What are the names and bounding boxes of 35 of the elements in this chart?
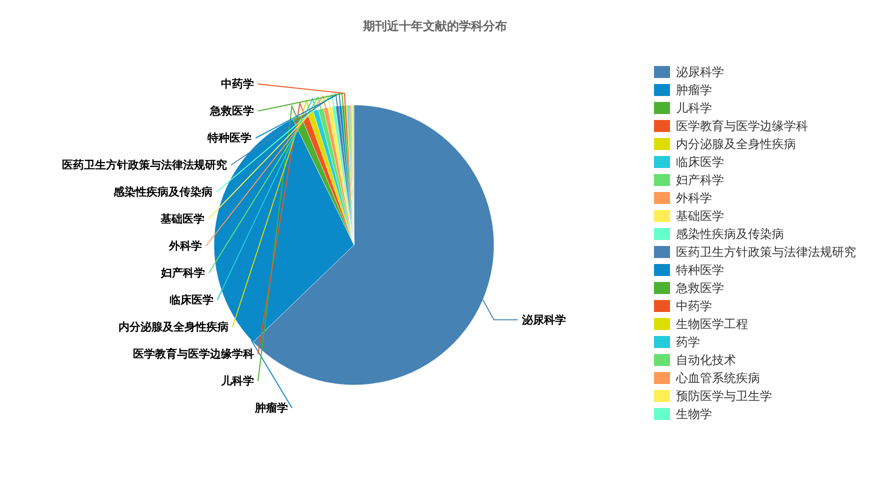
legend-label: 感染性疾病及传染病	[676, 226, 784, 242]
slice-label: 内分泌腺及全身性疾病	[118, 320, 229, 334]
legend-label: 外科学	[676, 190, 712, 206]
legend-label: 泌尿科学	[676, 64, 724, 80]
legend-label: 妇产科学	[676, 172, 724, 188]
legend-label: 临床医学	[676, 154, 724, 170]
slice-label: 临床医学	[169, 294, 214, 306]
slice-label: 泌尿科学	[520, 313, 566, 326]
slice-label: 中药学	[221, 78, 254, 90]
chart-title: 期刊近十年文献的学科分布	[362, 19, 507, 33]
slice-label: 医学教育与医学边缘学科	[133, 348, 254, 360]
legend-label: 生物学	[676, 406, 712, 422]
legend-label: 急救医学	[676, 280, 724, 296]
slice-label: 基础医学	[159, 212, 204, 226]
slice-label: 肿瘤学	[254, 402, 288, 414]
legend-label: 医学教育与医学边缘学科	[676, 118, 808, 134]
legend-label: 自动化技术	[676, 352, 736, 368]
legend-label: 肿瘤学	[676, 82, 712, 98]
legend-label: 药学	[676, 334, 700, 350]
legend-label: 心血管系统疾病	[676, 370, 760, 386]
slice-label: 儿科学	[220, 374, 254, 388]
slice-label: 外科学	[168, 240, 202, 252]
legend-label: 医药卫生方针政策与法律法规研究	[676, 244, 856, 260]
slice-label: 急救医学	[209, 104, 254, 118]
legend-label: 特种医学	[676, 262, 724, 278]
slice-label: 妇产科学	[160, 266, 205, 280]
slice-label: 特种医学	[206, 132, 252, 144]
legend-label: 中药学	[676, 298, 712, 314]
legend-label: 内分泌腺及全身性疾病	[676, 136, 796, 152]
slice-label: 医药卫生方针政策与法律法规研究	[62, 158, 228, 172]
legend-label: 基础医学	[676, 208, 724, 224]
slice-label: 感染性疾病及传染病	[112, 186, 212, 198]
legend-label: 儿科学	[676, 100, 712, 116]
legend-label: 预防医学与卫生学	[676, 388, 772, 404]
legend-label: 生物医学工程	[676, 316, 748, 332]
